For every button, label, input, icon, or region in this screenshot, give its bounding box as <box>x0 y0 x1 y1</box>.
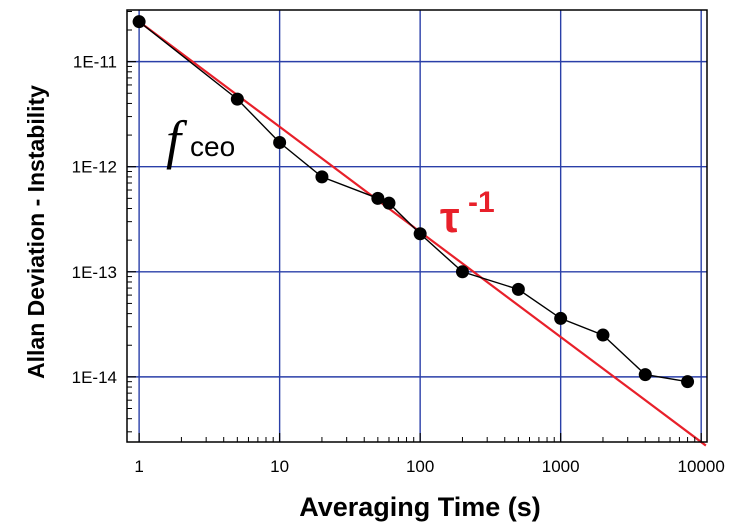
fceo-annotation-f: f <box>166 110 188 170</box>
tau-annotation: τ -1 <box>440 186 495 242</box>
fceo-data-point <box>413 227 427 241</box>
fceo-data-point <box>455 265 469 279</box>
y-axis-title: Allan Deviation - Instability <box>23 85 49 379</box>
tau-annotation-exponent: -1 <box>468 186 495 219</box>
x-tick-label: 10 <box>270 457 289 476</box>
x-tick-label: 1 <box>134 457 143 476</box>
grid-lines <box>127 10 707 442</box>
plot-frame <box>126 9 708 443</box>
fceo-data-point <box>371 191 385 205</box>
fceo-data-point <box>230 92 244 106</box>
fceo-data-point <box>511 282 525 296</box>
y-tick-label: 1E-14 <box>72 368 117 387</box>
x-tick-labels: 1 10 100 1000 10000 <box>134 457 724 476</box>
fceo-data-point <box>315 170 329 184</box>
axis-ticks <box>127 10 702 442</box>
fceo-data-point <box>638 368 652 382</box>
fceo-annotation-sub: ceo <box>190 131 235 162</box>
x-tick-label: 100 <box>406 457 434 476</box>
y-tick-label: 1E-13 <box>72 263 117 282</box>
fceo-line <box>138 21 688 383</box>
x-tick-label: 10000 <box>678 457 725 476</box>
fceo-data-point <box>132 15 146 29</box>
y-tick-labels: 1E-11 1E-12 1E-13 1E-14 <box>72 53 117 387</box>
fceo-data-point <box>554 311 568 325</box>
y-tick-label: 1E-11 <box>73 53 117 72</box>
fceo-data-point <box>596 328 610 342</box>
fceo-annotation: f ceo <box>166 110 235 170</box>
y-tick-label: 1E-12 <box>72 158 117 177</box>
tau-annotation-tau: τ <box>440 193 460 242</box>
fceo-data-point <box>681 375 695 389</box>
fceo-data-point <box>273 135 287 149</box>
x-tick-label: 1000 <box>542 457 580 476</box>
fceo-series <box>132 15 695 389</box>
fceo-data-point <box>382 196 396 210</box>
x-axis-title: Averaging Time (s) <box>299 492 541 522</box>
